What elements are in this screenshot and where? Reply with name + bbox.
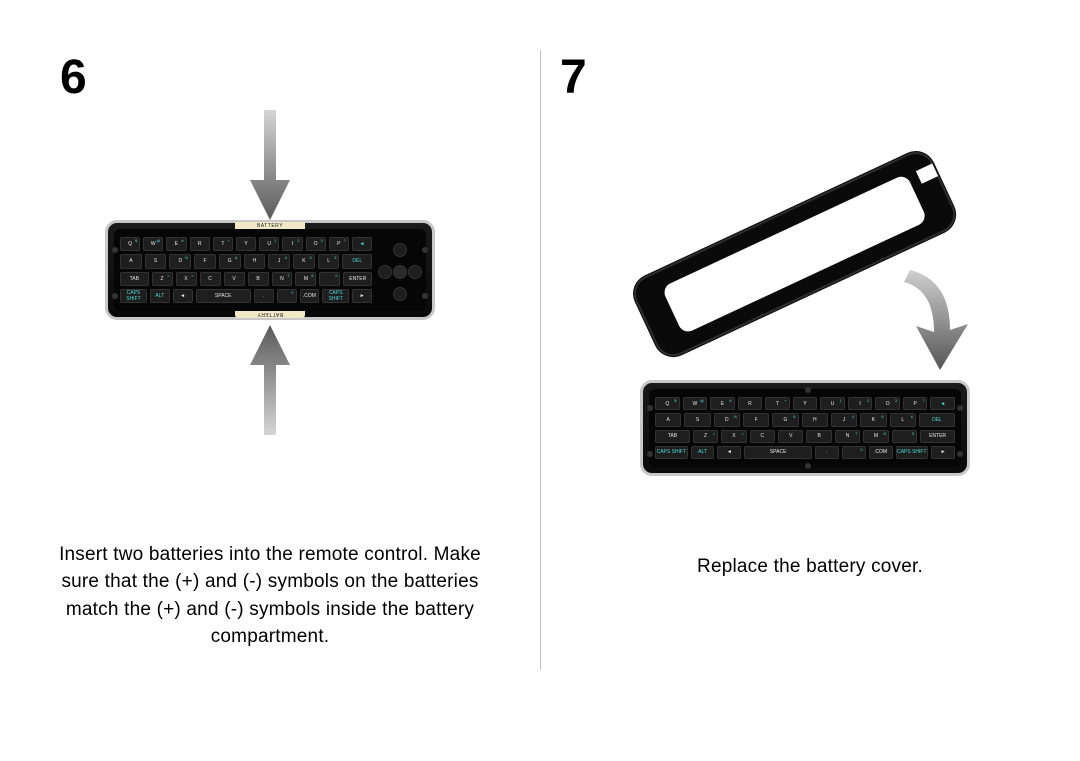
remote-key: R bbox=[738, 397, 763, 410]
arrow-up-icon bbox=[250, 325, 290, 435]
panel-step-6: 6 BATTERY BATTERY Q$W@E#RT+YU1I2O3P?◄ASD… bbox=[0, 40, 540, 761]
remote-key: ◄ bbox=[717, 446, 741, 459]
remote-key: C bbox=[750, 430, 775, 443]
remote-key: J4 bbox=[268, 254, 290, 268]
remote-key: 0 bbox=[277, 289, 297, 303]
remote-key: CAPS SHIFT bbox=[120, 289, 147, 303]
remote-key: SPACE bbox=[196, 289, 251, 303]
remote-key: E# bbox=[710, 397, 735, 410]
remote-key: ◄ bbox=[352, 237, 372, 251]
remote-key: R bbox=[190, 237, 210, 251]
remote-key: N7 bbox=[272, 272, 293, 286]
arrow-down-icon bbox=[250, 110, 290, 220]
remote-key: T+ bbox=[213, 237, 233, 251]
remote-key: ► bbox=[931, 446, 955, 459]
remote-key: A bbox=[120, 254, 142, 268]
remote-key: W@ bbox=[683, 397, 708, 410]
remote-key: B bbox=[806, 430, 831, 443]
remote-key: . bbox=[815, 446, 839, 459]
remote-control-illustration: BATTERY BATTERY Q$W@E#RT+YU1I2O3P?◄ASD%F… bbox=[105, 220, 435, 320]
manual-page: 6 BATTERY BATTERY Q$W@E#RT+YU1I2O3P?◄ASD… bbox=[0, 0, 1080, 761]
remote-key: . bbox=[254, 289, 274, 303]
remote-key: O3 bbox=[875, 397, 900, 410]
remote-key: ENTER bbox=[920, 430, 955, 443]
remote-keyboard: Q$W@E#RT+YU1I2O3P?◄ASD%FG&HJ4K5L6DELTABZ… bbox=[120, 237, 372, 303]
step-6-caption: Insert two batteries into the remote con… bbox=[0, 541, 540, 651]
remote-key: X> bbox=[176, 272, 197, 286]
remote-key: ENTER bbox=[343, 272, 372, 286]
remote-key: F bbox=[743, 413, 769, 426]
remote-key: Y bbox=[793, 397, 818, 410]
remote-key: CAPS SHIFT bbox=[655, 446, 688, 459]
remote-key: W@ bbox=[143, 237, 163, 251]
remote-key: SPACE bbox=[744, 446, 812, 459]
remote-key: L6 bbox=[890, 413, 916, 426]
remote-keyboard-2: Q$W@E#RT+YU1I2O3P?◄ASD%FG&HJ4K5L6DELTABZ… bbox=[655, 397, 955, 459]
remote-key: V bbox=[778, 430, 803, 443]
remote-key: F bbox=[194, 254, 216, 268]
remote-key: DEL bbox=[919, 413, 955, 426]
remote-key: ALT bbox=[691, 446, 715, 459]
remote-key: Q$ bbox=[655, 397, 680, 410]
step-7-caption: Replace the battery cover. bbox=[540, 553, 1080, 581]
remote-key: Z< bbox=[152, 272, 173, 286]
remote-key: S bbox=[684, 413, 710, 426]
remote-key: I2 bbox=[848, 397, 873, 410]
remote-key: E# bbox=[166, 237, 186, 251]
remote-key: DEL bbox=[342, 254, 372, 268]
remote-key: M8 bbox=[863, 430, 888, 443]
remote-key: ◄ bbox=[930, 397, 955, 410]
step-number-6: 6 bbox=[60, 50, 87, 105]
remote-key: M8 bbox=[295, 272, 316, 286]
remote-key: 0 bbox=[842, 446, 866, 459]
remote-key: H bbox=[244, 254, 266, 268]
remote-key: K5 bbox=[293, 254, 315, 268]
step-number-7: 7 bbox=[560, 50, 587, 105]
remote-key: CAPS SHIFT bbox=[896, 446, 929, 459]
remote-key: X> bbox=[721, 430, 746, 443]
remote-key: P? bbox=[903, 397, 928, 410]
remote-key: G& bbox=[219, 254, 241, 268]
remote-key: CAPS SHIFT bbox=[322, 289, 349, 303]
remote-key: U1 bbox=[259, 237, 279, 251]
remote-key: Q$ bbox=[120, 237, 140, 251]
remote-key: C bbox=[200, 272, 221, 286]
remote-key: K5 bbox=[860, 413, 886, 426]
panel-step-7: 7 Q$W@E#RT+YU1I2 bbox=[540, 40, 1080, 761]
remote-control-illustration-2: Q$W@E#RT+YU1I2O3P?◄ASD%FG&HJ4K5L6DELTABZ… bbox=[640, 380, 970, 476]
remote-key: S bbox=[145, 254, 167, 268]
remote-key: D% bbox=[714, 413, 740, 426]
remote-key: D% bbox=[169, 254, 191, 268]
remote-key: P? bbox=[329, 237, 349, 251]
remote-key: V bbox=[224, 272, 245, 286]
remote-key: ALT bbox=[150, 289, 170, 303]
remote-key: I2 bbox=[282, 237, 302, 251]
remote-key: ► bbox=[352, 289, 372, 303]
remote-key: J4 bbox=[831, 413, 857, 426]
remote-key: U1 bbox=[820, 397, 845, 410]
remote-key: B bbox=[248, 272, 269, 286]
remote-key: TAB bbox=[120, 272, 149, 286]
remote-key: L6 bbox=[318, 254, 340, 268]
remote-key: A bbox=[655, 413, 681, 426]
curved-arrow-icon bbox=[890, 270, 980, 380]
remote-key: T+ bbox=[765, 397, 790, 410]
remote-key: 9 bbox=[319, 272, 340, 286]
remote-key: TAB bbox=[655, 430, 690, 443]
remote-navpad bbox=[378, 243, 422, 303]
remote-key: G& bbox=[772, 413, 798, 426]
remote-key: O3 bbox=[306, 237, 326, 251]
remote-key: .COM bbox=[869, 446, 893, 459]
remote-key: 9 bbox=[892, 430, 917, 443]
remote-key: H bbox=[802, 413, 828, 426]
remote-key: N7 bbox=[835, 430, 860, 443]
remote-key: ◄ bbox=[173, 289, 193, 303]
remote-key: Y bbox=[236, 237, 256, 251]
remote-key: Z< bbox=[693, 430, 718, 443]
remote-key: .COM bbox=[300, 289, 320, 303]
